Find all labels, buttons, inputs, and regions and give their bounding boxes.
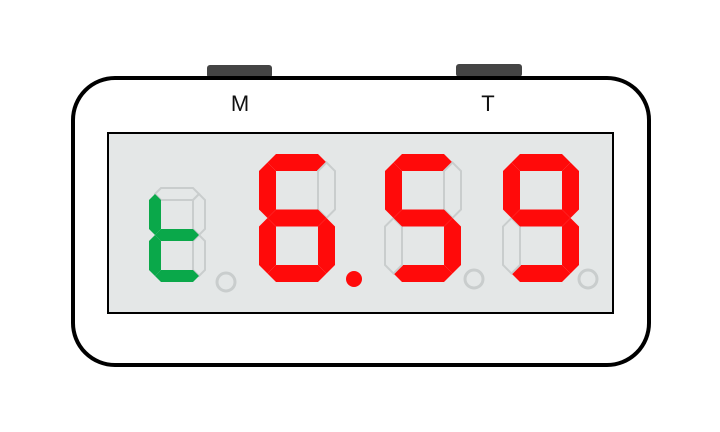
digit-second [259, 154, 336, 282]
digit-third-segment-d [393, 265, 453, 282]
digit-third-segment-g [393, 209, 453, 227]
digit-second-decimal-point [346, 271, 362, 287]
digit-third-segment-a [393, 154, 453, 171]
seven-segment-readout [149, 154, 599, 293]
digit-fourth-segment-d [511, 265, 571, 282]
digit-second-segment-f [259, 162, 276, 218]
digit-third-segment-f [385, 162, 402, 218]
time-button[interactable] [456, 64, 522, 77]
mode-button[interactable] [207, 65, 272, 78]
digit-third-decimal-point [463, 268, 485, 290]
digit-fourth-segment-f [503, 162, 520, 218]
mode-button-label: M [231, 91, 249, 116]
digit-third-segment-c [444, 218, 461, 274]
digit-fourth-segment-a [511, 154, 571, 171]
digit-second-segment-e [259, 218, 276, 274]
digit-fourth-segment-c [562, 218, 579, 274]
digit-first [149, 187, 206, 282]
digit-second-segment-d [267, 265, 327, 282]
digit-first-segment-d [155, 270, 199, 282]
time-button-label: T [481, 91, 494, 116]
digit-third [384, 154, 462, 282]
digit-second-segment-g [267, 209, 327, 227]
digit-first-segment-e [149, 235, 161, 276]
digit-fourth-segment-g [511, 209, 571, 227]
digit-fourth [502, 154, 579, 282]
digit-second-segment-c [318, 218, 335, 274]
digit-first-decimal-point [215, 271, 237, 293]
digit-fourth-decimal-point [577, 268, 599, 290]
digit-first-segment-g [155, 229, 199, 241]
digit-second-segment-a [267, 154, 327, 171]
digit-fourth-segment-b [562, 162, 579, 218]
digit-first-segment-f [149, 194, 161, 235]
